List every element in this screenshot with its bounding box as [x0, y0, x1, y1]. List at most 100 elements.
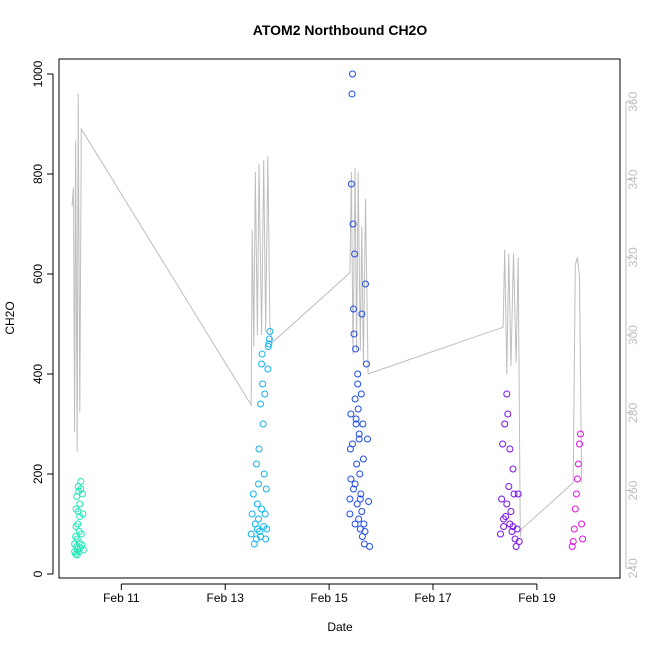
secondary-series-line — [71, 93, 583, 538]
data-point — [354, 405, 362, 413]
data-point — [356, 470, 364, 478]
data-point — [259, 380, 267, 388]
x-tick-label: Feb 15 — [310, 591, 348, 605]
data-point — [574, 460, 582, 468]
data-point — [358, 508, 366, 515]
x-tick-label: Feb 11 — [103, 591, 140, 605]
data-point — [351, 250, 359, 258]
data-point — [79, 546, 87, 554]
data-point — [260, 470, 268, 478]
x-tick-label: Feb 17 — [414, 591, 452, 605]
data-point — [576, 440, 583, 448]
data-point — [500, 515, 508, 523]
data-point — [351, 395, 359, 403]
data-point — [365, 498, 373, 505]
data-point — [349, 220, 357, 228]
data-point — [262, 485, 270, 493]
data-point — [510, 490, 518, 498]
y-tick-label: 800 — [31, 164, 45, 184]
data-point — [352, 420, 360, 428]
data-point — [259, 420, 267, 428]
data-point — [257, 400, 264, 408]
data-point — [265, 340, 273, 348]
y2-tick-label: 300 — [626, 325, 640, 345]
data-point — [347, 410, 355, 418]
data-point — [256, 528, 263, 535]
data-point — [359, 420, 367, 428]
data-point — [500, 523, 508, 530]
data-point — [497, 530, 504, 538]
data-point — [514, 490, 522, 498]
data-point — [74, 520, 82, 528]
data-point — [253, 500, 261, 508]
data-point — [503, 390, 511, 398]
data-point — [77, 478, 85, 485]
data-point — [577, 430, 584, 438]
data-point — [346, 510, 354, 518]
x-tick-label: Feb 13 — [207, 591, 245, 605]
y2-tick-label: 260 — [626, 480, 640, 500]
points-layer — [71, 70, 587, 559]
y-tick-label: 400 — [31, 364, 45, 384]
x-tick-label: Feb 19 — [518, 591, 556, 605]
data-point — [351, 520, 359, 528]
data-point — [349, 70, 356, 78]
data-point — [261, 390, 269, 398]
data-point — [347, 180, 355, 188]
data-point — [76, 500, 84, 508]
data-point — [255, 445, 263, 453]
data-point — [351, 480, 359, 488]
data-point — [354, 380, 362, 388]
data-point — [515, 538, 523, 545]
data-point — [506, 445, 514, 453]
data-point — [363, 360, 370, 368]
y2-tick-label: 280 — [626, 402, 640, 422]
y2-tick-label: 240 — [626, 558, 640, 578]
data-point — [366, 543, 374, 550]
y2-tick-label: 320 — [626, 247, 640, 267]
data-point — [501, 420, 509, 428]
data-point — [352, 345, 360, 353]
data-point — [346, 495, 354, 503]
data-point — [512, 543, 520, 550]
plot-frame — [58, 58, 621, 579]
data-point — [579, 535, 587, 543]
data-point — [364, 435, 371, 443]
chart-title: ATOM2 Northbound CH2O — [253, 22, 428, 38]
data-point — [361, 528, 369, 535]
data-point — [350, 485, 357, 493]
y-axis-label: CH2O — [3, 301, 17, 334]
y2-tick-label: 360 — [626, 91, 640, 111]
data-point — [75, 548, 83, 555]
y-tick-label: 0 — [31, 570, 45, 577]
data-point — [77, 530, 85, 538]
data-point — [362, 280, 369, 288]
data-point — [265, 335, 273, 343]
data-point — [350, 330, 358, 338]
data-point — [570, 525, 578, 533]
data-point — [255, 515, 262, 523]
data-point — [258, 505, 266, 513]
data-point — [507, 508, 515, 515]
data-point — [79, 510, 87, 518]
data-point — [357, 390, 365, 398]
data-point — [353, 460, 361, 468]
data-point — [258, 350, 266, 358]
y2-tick-label: 340 — [626, 169, 640, 189]
y-tick-label: 600 — [31, 264, 45, 284]
data-point — [578, 520, 586, 528]
data-point — [355, 435, 363, 443]
data-point — [504, 410, 512, 418]
data-point — [498, 495, 506, 503]
data-point — [350, 305, 357, 313]
data-point — [264, 365, 272, 373]
data-point — [247, 530, 255, 538]
data-point — [348, 90, 356, 98]
data-point — [358, 310, 366, 318]
data-point — [258, 360, 266, 368]
axes-layer: Feb 11 Feb 13 Feb 15 Feb 17 Feb 19 0 200 400 600… — [31, 58, 640, 605]
data-point — [352, 415, 360, 423]
data-point — [573, 475, 581, 483]
data-point — [261, 510, 269, 518]
